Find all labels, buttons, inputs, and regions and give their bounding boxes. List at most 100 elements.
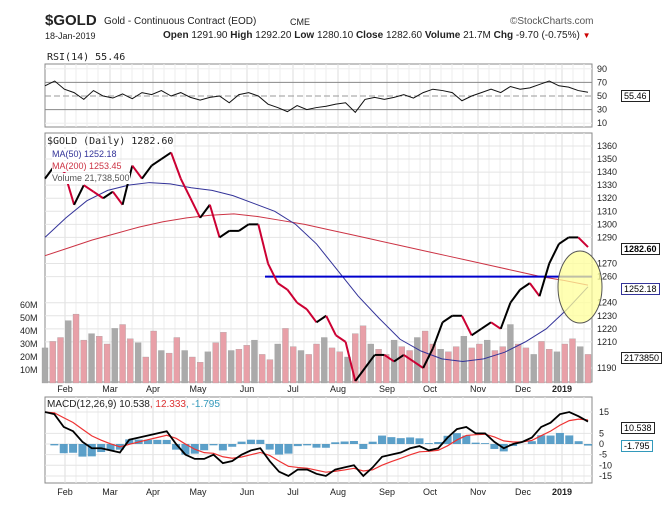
macd-hist-bar (584, 444, 592, 446)
high-value: 1292.20 (255, 30, 292, 41)
volume-legend: Volume 21,738,500 (52, 173, 130, 184)
macd-hist-bar (359, 444, 368, 449)
volume-bar (468, 347, 475, 384)
volume-bar (538, 341, 545, 384)
macd-hist-bar (424, 443, 433, 444)
ma200-legend: MA(200) 1253.45 (52, 161, 122, 172)
macd-hist-bar (162, 439, 171, 444)
price-tick: 1330 (597, 180, 617, 190)
price-segment (577, 236, 589, 248)
month-label: Apr (146, 487, 160, 497)
price-tick: 1300 (597, 219, 617, 229)
month-label: Apr (146, 384, 160, 394)
volume-value: 21.7M (463, 30, 491, 41)
macd-hist-bar (462, 435, 471, 444)
chg-value: -9.70 (-0.75%) (515, 30, 580, 41)
volume-bar (251, 339, 258, 384)
month-label: Nov (470, 487, 487, 497)
volume-bar (452, 346, 460, 384)
macd-hist-bar (321, 444, 330, 448)
macd-hist-bar (209, 444, 218, 446)
price-segment (403, 354, 415, 363)
price-segment (383, 354, 395, 363)
price-panel (44, 132, 593, 383)
volume-bar (375, 349, 382, 384)
macd-hist-bar (406, 437, 415, 444)
volume-bar (196, 362, 204, 384)
price-segment (179, 178, 192, 199)
volume-bar (577, 346, 584, 384)
month-label: Aug (330, 487, 346, 497)
macd-hist-bar (125, 439, 134, 444)
volume-bar (561, 343, 568, 384)
volume-tick: 40M (20, 326, 38, 336)
macd-hist-bar (256, 439, 265, 444)
macd-hist-bar (78, 444, 87, 457)
price-segment (257, 224, 269, 264)
month-label: Dec (515, 384, 532, 394)
price-segment (208, 204, 221, 238)
macd-line (44, 411, 589, 478)
price-segment (538, 263, 551, 297)
volume-bar (212, 342, 219, 384)
volume-bar (515, 343, 522, 384)
macd-hist-bar (527, 441, 536, 444)
macd-hist-bar (415, 438, 424, 444)
volume-tick: 30M (20, 339, 38, 349)
month-label: Oct (423, 384, 438, 394)
volume-bar (259, 354, 266, 384)
rsi-legend: RSI(14) 55.46 (47, 52, 126, 63)
month-label: 2019 (552, 384, 572, 394)
volume-bar (243, 345, 250, 384)
price-segment (121, 165, 134, 206)
price-segment (354, 367, 366, 382)
price-tick: 1220 (597, 324, 617, 334)
price-tick: 1240 (597, 298, 617, 308)
close-label: Close (355, 30, 384, 41)
month-label: Jun (240, 384, 255, 394)
volume-bar (290, 346, 297, 384)
macd-hist-bar (368, 441, 377, 444)
macd-legend: MACD(12,26,9) 10.538, 12.333, -1.795 (47, 399, 220, 410)
price-segment (306, 308, 318, 323)
price-segment (480, 321, 492, 330)
volume-bar (507, 324, 514, 384)
macd-hist-bar (87, 444, 96, 457)
symbol: $GOLD (45, 12, 97, 29)
volume-bar (134, 342, 142, 384)
macd-hist-bar (284, 444, 293, 454)
month-label: Sep (379, 487, 395, 497)
rsi-tag: 55.46 (621, 90, 650, 102)
macd-hist-bar (481, 443, 490, 444)
price-segment (431, 321, 444, 349)
macd-hist-bar (237, 441, 246, 444)
volume-bar (352, 333, 359, 384)
volume-bar (522, 347, 530, 384)
price-segment (344, 341, 357, 382)
macd-tag: 10.538 (621, 422, 655, 434)
macd-hist-bar (340, 441, 349, 444)
price-segment (73, 184, 85, 206)
price-tick: 1260 (597, 272, 617, 282)
price-segment (325, 315, 337, 336)
volume-bar (390, 339, 398, 384)
month-label: May (189, 384, 207, 394)
high-label: High (230, 30, 253, 41)
macd-hist-value: , -1.795 (186, 399, 220, 410)
volume-bar (321, 337, 328, 384)
month-label: Mar (102, 487, 118, 497)
price-segment (490, 321, 502, 330)
macd-hist-bar (331, 442, 340, 444)
price-tick: 1320 (597, 193, 617, 203)
macd-signal-value: , 12.333 (149, 399, 186, 410)
volume-tag: 2173850 (621, 352, 663, 364)
month-label: Mar (102, 384, 118, 394)
volume-bar (491, 350, 499, 384)
macd-hist-bar (153, 439, 162, 444)
volume-bar (429, 343, 437, 384)
price-tag: 1282.60 (621, 243, 660, 255)
month-label: Feb (57, 384, 73, 394)
volume-bar (530, 354, 537, 384)
volume-bar (328, 347, 336, 384)
